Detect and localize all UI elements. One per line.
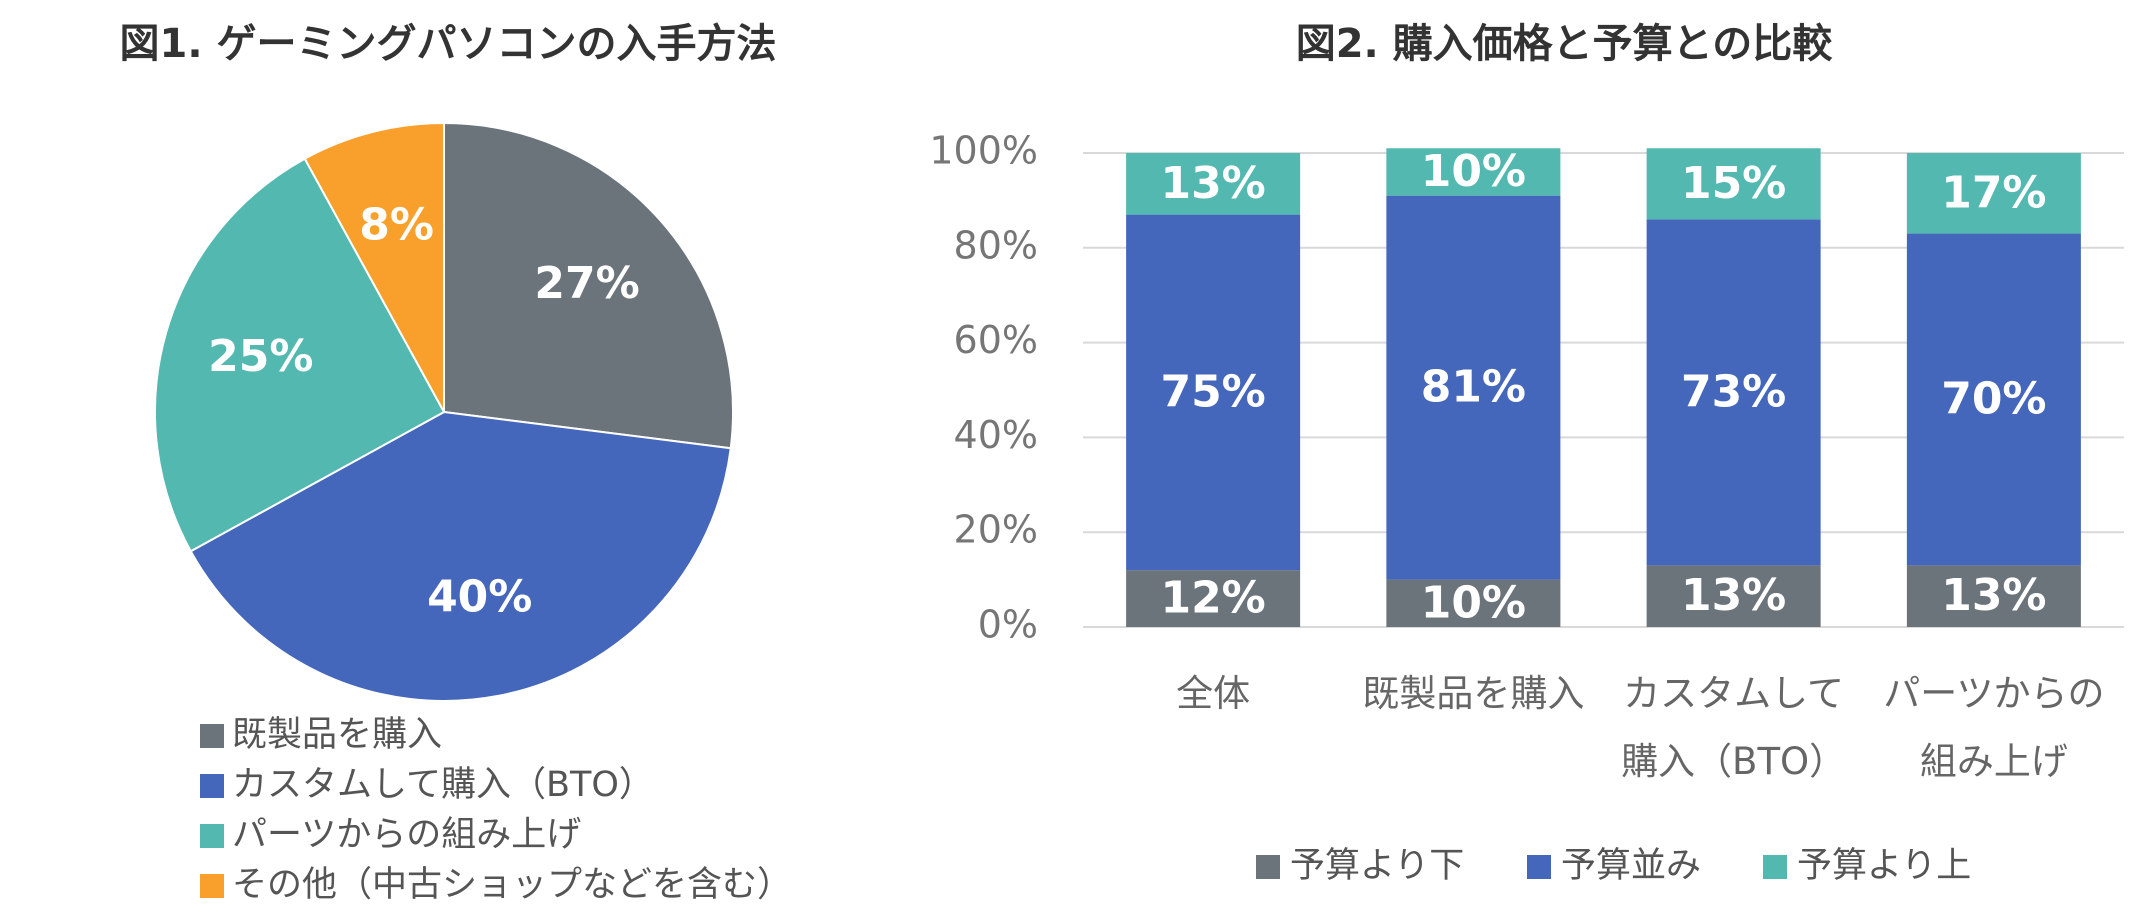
bar-segment <box>1906 153 2081 234</box>
x-tick-label: カスタムして購入（BTO） <box>1621 672 1847 783</box>
chart-title: 図1. ゲーミングパソコンの入手方法 <box>120 21 777 67</box>
y-tick-label: 40% <box>954 413 1038 457</box>
y-tick-label: 80% <box>954 223 1038 267</box>
pie-slice <box>154 157 446 553</box>
pie-slice <box>189 410 732 702</box>
legend-swatch <box>200 724 224 748</box>
bar-segment <box>1126 570 1301 627</box>
legend-label: 既製品を購入 <box>232 715 442 755</box>
y-tick-label: 60% <box>954 318 1038 362</box>
x-tick-label: 既製品を購入 <box>1362 672 1585 715</box>
pie-slice <box>443 121 734 450</box>
legend-swatch <box>200 824 224 848</box>
chart-title: 図2. 購入価格と予算との比較 <box>1296 21 1834 67</box>
data-label: 13% <box>1941 570 2046 621</box>
bar-segment <box>1386 579 1561 627</box>
pie-slice <box>303 121 445 413</box>
bar-segment <box>1386 148 1561 196</box>
legend-swatch <box>1256 855 1280 879</box>
y-tick-label: 100% <box>929 129 1038 173</box>
y-tick-label: 20% <box>954 508 1038 552</box>
legend-swatch <box>1527 855 1551 879</box>
data-label: 40% <box>427 571 532 622</box>
y-tick-label: 0% <box>978 603 1038 647</box>
legend-label: 予算より上 <box>1797 846 1971 886</box>
legend-label: カスタムして購入（BTO） <box>232 765 654 805</box>
data-label: 27% <box>534 258 639 309</box>
bar-segment <box>1906 565 2081 627</box>
data-label: 15% <box>1681 158 1786 209</box>
bar-segment <box>1906 233 2081 566</box>
data-label: 8% <box>359 199 434 250</box>
legend-label: その他（中古ショップなどを含む） <box>232 865 792 905</box>
bar-segment <box>1126 153 1301 215</box>
data-label: 70% <box>1941 373 2046 424</box>
data-label: 81% <box>1421 362 1526 413</box>
bar-segment <box>1386 195 1561 580</box>
legend-swatch <box>200 774 224 798</box>
data-label: 13% <box>1160 158 1265 209</box>
x-tick-label: 全体 <box>1176 672 1251 715</box>
bar-segment <box>1646 565 1821 627</box>
bar-segment <box>1646 219 1821 566</box>
data-label: 13% <box>1681 570 1786 621</box>
data-label: 10% <box>1421 577 1526 628</box>
bar-segment <box>1126 214 1301 571</box>
data-label: 12% <box>1160 573 1265 624</box>
legend-label: 予算並み <box>1561 846 1701 886</box>
data-label: 17% <box>1941 167 2046 218</box>
data-label: 25% <box>208 331 313 382</box>
legend-swatch <box>1763 855 1787 879</box>
legend-label: パーツからの組み上げ <box>232 815 581 855</box>
legend-swatch <box>200 874 224 898</box>
x-tick-label: パーツからの組み上げ <box>1883 672 2105 783</box>
data-label: 73% <box>1681 366 1786 417</box>
bar-segment <box>1646 148 1821 220</box>
data-label: 10% <box>1421 146 1526 197</box>
data-label: 75% <box>1160 366 1265 417</box>
legend-label: 予算より下 <box>1290 846 1464 886</box>
